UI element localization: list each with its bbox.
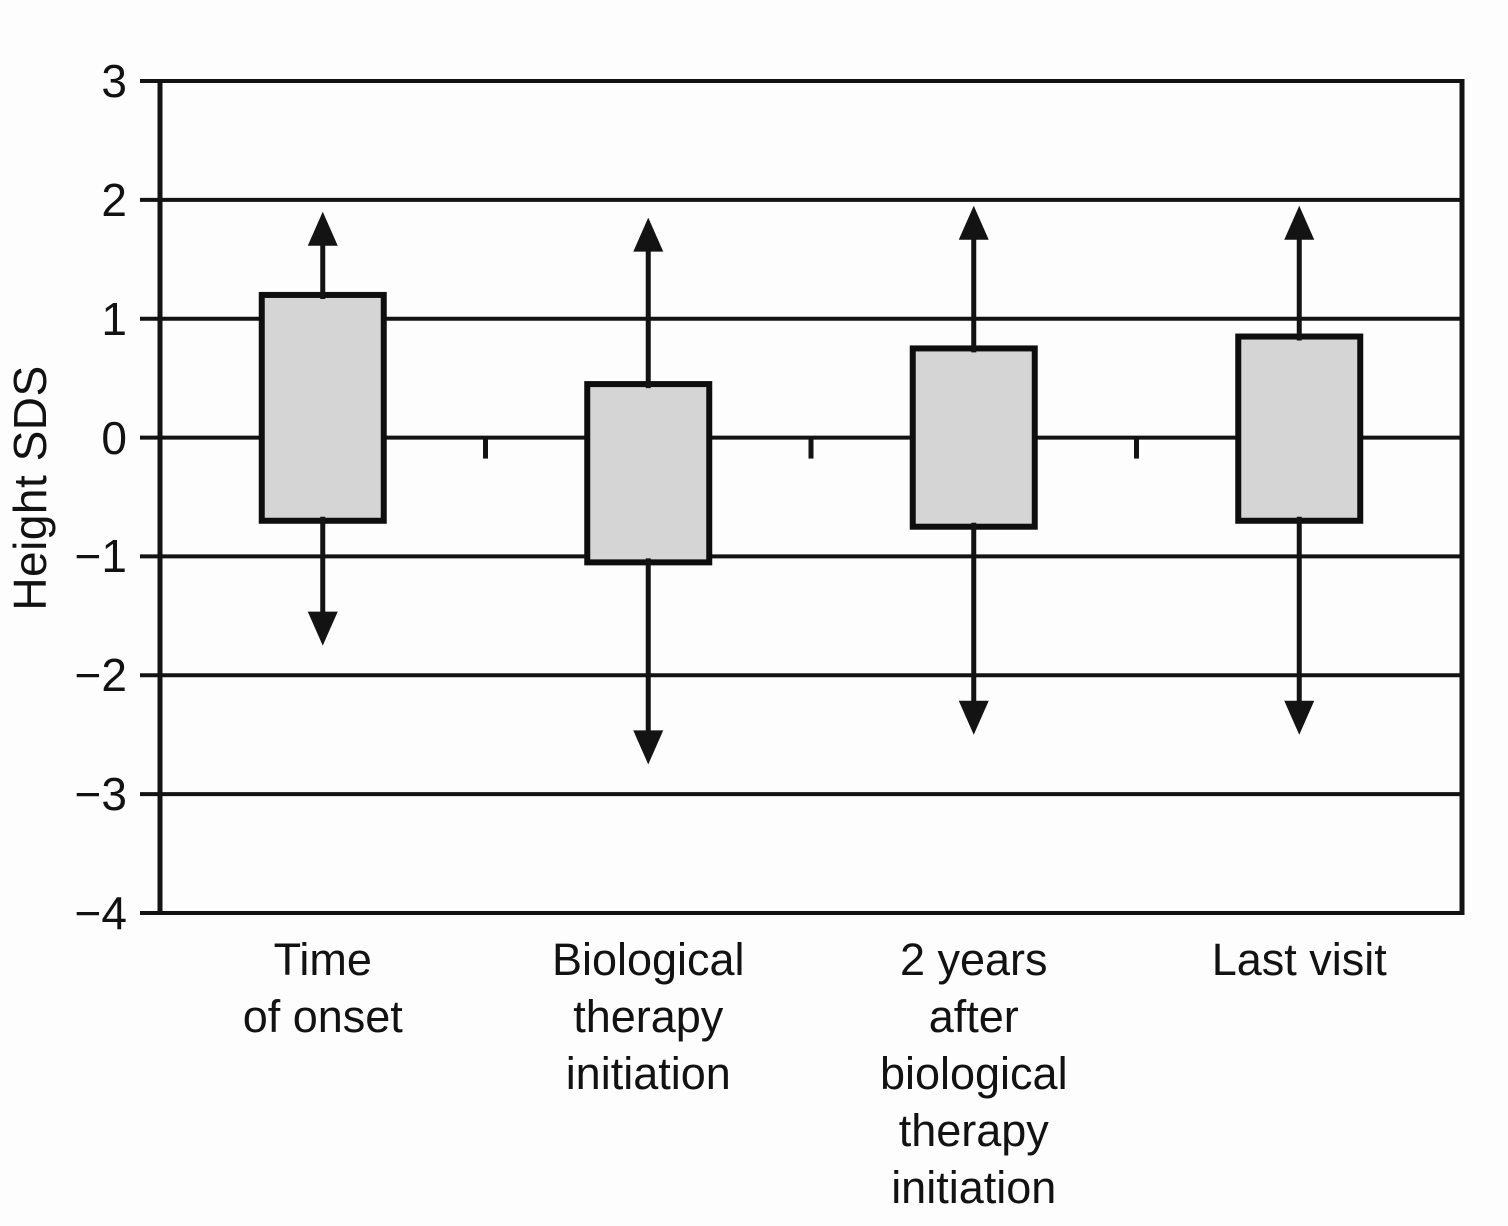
y-tick-label: 2 [101,173,127,226]
x-category-label: Biological therapy initiation [551,934,745,1099]
x-category-label: Time of onset [242,934,403,1042]
box-plot-bar [258,291,387,524]
y-tick-label: 3 [101,55,127,107]
whisker-arrow-down [633,730,664,765]
whisker-arrow-down [1284,700,1315,735]
y-tick-label: −2 [74,649,127,702]
x-category-label: 2 years after biological therapy initiat… [879,934,1068,1213]
whisker-arrow-down [307,611,338,646]
y-tick-label: −1 [74,530,127,583]
box-plot-bar [909,345,1038,530]
y-tick-label: −4 [74,887,127,939]
box-plot-bar [584,381,713,566]
y-tick-label: 0 [101,411,127,464]
y-tick-label: 1 [101,292,127,345]
box-plot-bar [1235,333,1364,524]
whisker-arrow-up [1284,205,1315,240]
whisker-arrow-up [307,211,338,246]
y-tick-label: −3 [74,768,127,821]
whisker-arrow-up [633,217,664,252]
whisker-arrow-up [958,205,989,240]
x-category-label: Last visit [1211,934,1387,985]
whisker-arrow-down [958,700,989,735]
